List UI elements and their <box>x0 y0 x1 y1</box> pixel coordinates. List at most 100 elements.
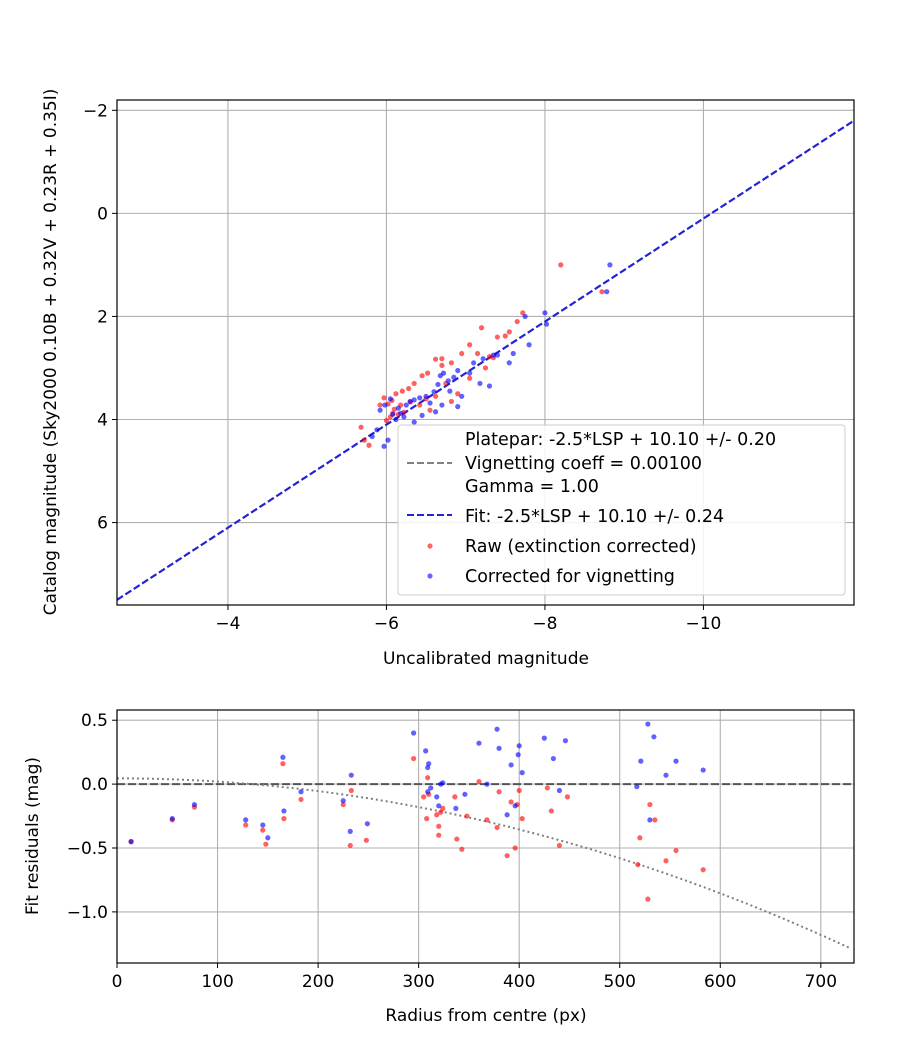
raw-point <box>459 846 465 852</box>
raw-point <box>454 836 460 842</box>
raw-point <box>391 406 397 412</box>
corrected-point <box>381 443 387 449</box>
corrected-point <box>436 803 442 809</box>
y-tick-label: 0.5 <box>81 711 108 731</box>
x-tick-label: 0 <box>112 972 123 992</box>
raw-point <box>432 393 439 399</box>
corrected-point <box>508 762 514 768</box>
raw-point <box>482 365 489 371</box>
legend-platepar-line3: Gamma = 1.00 <box>465 477 599 497</box>
corrected-point <box>647 817 653 823</box>
raw-point <box>366 442 372 448</box>
raw-point <box>452 794 458 800</box>
corrected-point <box>435 381 441 388</box>
corrected-point <box>471 360 477 366</box>
raw-point <box>439 356 445 362</box>
y-tick-label: −1.0 <box>67 903 108 923</box>
raw-point <box>508 799 514 805</box>
corrected-point <box>411 730 417 736</box>
raw-point <box>519 816 525 822</box>
corrected-point <box>556 787 563 794</box>
corrected-point <box>191 801 198 808</box>
corrected-point <box>445 378 451 384</box>
grid <box>116 710 854 963</box>
raw-point <box>652 817 658 823</box>
corrected-point <box>411 419 417 425</box>
plot-frame <box>116 709 855 964</box>
corrected-point <box>490 352 497 358</box>
corrected-point <box>385 437 391 443</box>
raw-point <box>448 360 455 366</box>
raw-point <box>425 775 431 781</box>
legend-platepar-line1: Platepar: -2.5*LSP + 10.10 +/- 0.20 <box>465 430 776 450</box>
raw-point <box>700 867 706 873</box>
corrected-point <box>281 808 287 814</box>
raw-point <box>419 373 425 379</box>
y-tick-label: 6 <box>97 514 108 534</box>
y-axis-label: Fit residuals (mag) <box>23 757 43 915</box>
corrected-point <box>484 781 490 787</box>
corrected-point <box>347 828 353 834</box>
x-tick-label: 400 <box>503 972 535 992</box>
corrected-point <box>512 803 518 809</box>
raw-point <box>459 350 465 357</box>
raw-point <box>348 787 354 794</box>
corrected-point <box>700 767 706 773</box>
legend-raw-marker <box>427 543 433 549</box>
raw-point <box>564 794 571 800</box>
raw-point <box>393 391 399 397</box>
raw-point <box>438 809 444 815</box>
corrected-point <box>431 389 437 395</box>
corrected-point <box>506 360 512 366</box>
raw-point <box>347 842 353 849</box>
raw-point <box>464 813 470 819</box>
raw-point <box>599 289 605 295</box>
corrected-point <box>390 411 396 417</box>
corrected-point <box>419 412 425 418</box>
corrected-point <box>423 748 429 754</box>
raw-point <box>504 853 510 859</box>
corrected-point <box>393 416 399 423</box>
raw-point <box>411 755 417 762</box>
raw-point <box>673 847 679 854</box>
y-axis-label: Catalog magnitude (Sky2000 0.10B + 0.32V… <box>41 89 61 616</box>
corrected-point <box>663 772 669 778</box>
corrected-point <box>128 839 134 845</box>
raw-point <box>377 402 383 408</box>
y-tick-label: 0.0 <box>81 775 108 795</box>
raw-point <box>558 262 564 268</box>
raw-point <box>381 395 387 401</box>
x-tick-label: −4 <box>215 614 240 634</box>
corrected-point <box>638 758 644 764</box>
raw-point <box>637 835 643 841</box>
raw-point <box>358 424 364 430</box>
raw-point <box>440 805 446 811</box>
raw-point <box>411 380 417 387</box>
legend-platepar-line2: Vignetting coeff = 0.00100 <box>465 454 702 474</box>
fit-line <box>117 119 854 601</box>
raw-point <box>647 801 653 808</box>
raw-point <box>361 437 367 443</box>
corrected-point <box>265 835 271 841</box>
corrected-point <box>401 414 407 420</box>
corrected-point <box>467 370 473 376</box>
raw-point <box>474 350 481 357</box>
corrected-point <box>411 397 417 403</box>
corrected-point <box>243 817 249 823</box>
raw-point <box>427 407 433 413</box>
corrected-point <box>407 398 413 405</box>
corrected-point <box>369 433 375 440</box>
corrected-point <box>417 395 423 401</box>
corrected-point <box>426 761 432 767</box>
raw-point <box>645 896 651 902</box>
raw-point <box>340 801 346 808</box>
legend: Platepar: -2.5*LSP + 10.10 +/- 0.20 Vign… <box>397 424 846 596</box>
raw-point <box>432 356 439 362</box>
raw-point <box>406 385 412 392</box>
corrected-point <box>604 289 610 295</box>
corrected-point <box>377 407 383 413</box>
corrected-point <box>607 262 613 268</box>
raw-point <box>506 329 512 335</box>
corrected-point <box>260 822 266 828</box>
corrected-point <box>348 772 354 778</box>
